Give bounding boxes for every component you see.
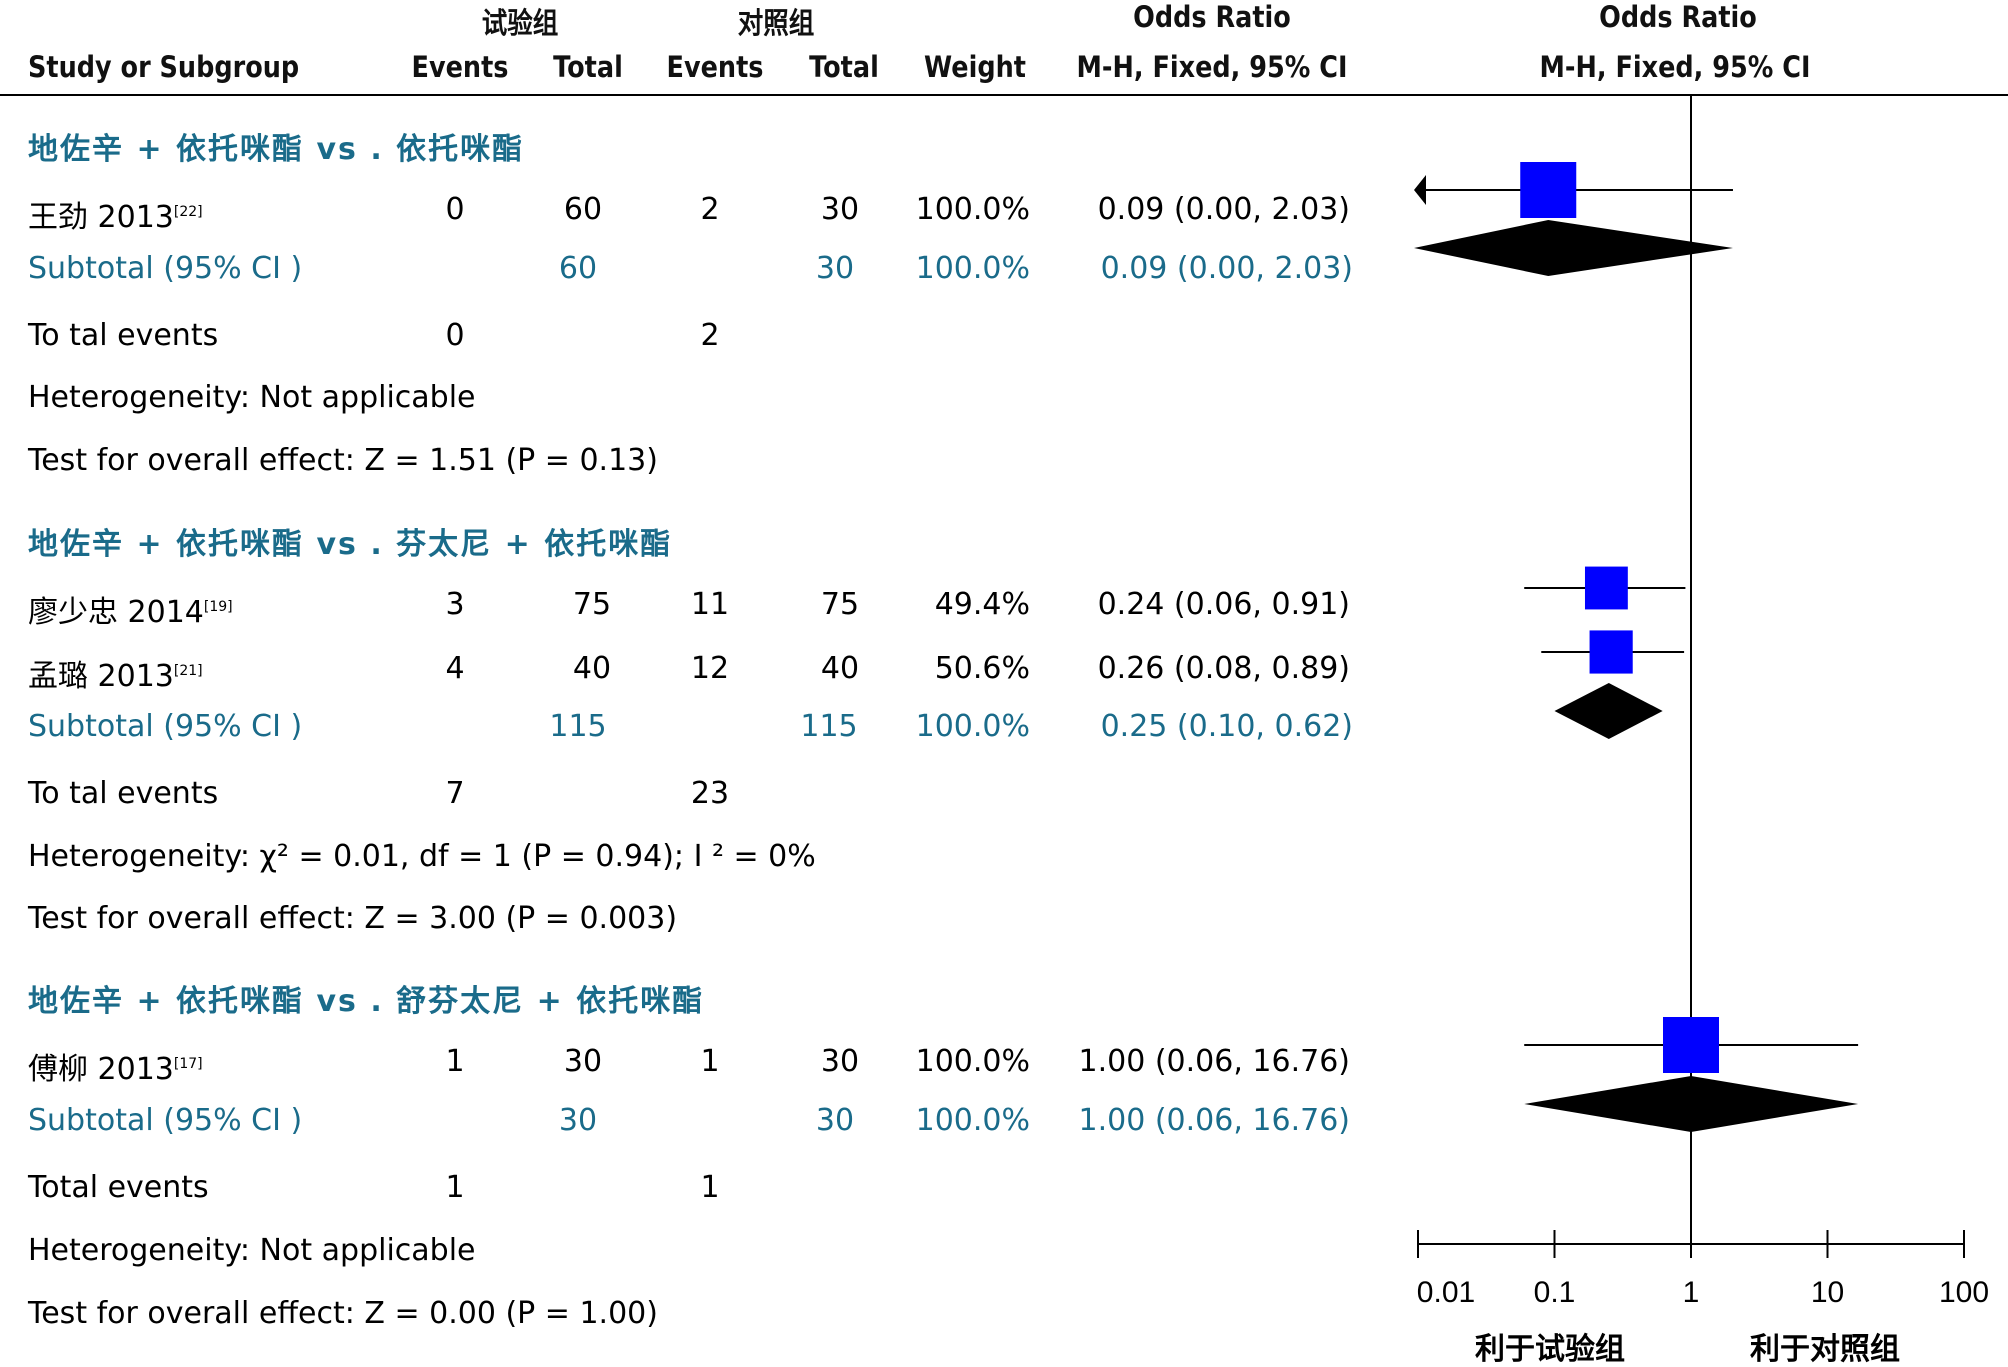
study-label: 孟璐 2013[21] <box>28 659 203 694</box>
study-weight: 49.4% <box>934 587 1030 622</box>
subgroup-title: 地佐辛 + 依托咪酯 vs . 芬太尼 + 依托咪酯 <box>28 527 673 562</box>
study-weight: 100.0% <box>915 1044 1030 1079</box>
study-total-2: 40 <box>820 651 860 686</box>
heterogeneity-text: Heterogeneity: Not applicable <box>28 1233 476 1268</box>
summary-diamond <box>1524 1076 1859 1132</box>
weight-header: Weight <box>924 50 1026 84</box>
or-plot-title: Odds Ratio <box>1599 0 1757 34</box>
ci-truncation-arrow <box>1414 175 1426 205</box>
group1-total-header: Total <box>553 50 623 84</box>
subtotal-weight: 100.0% <box>915 251 1030 286</box>
group1-events-header: Events <box>411 50 509 84</box>
study-col-header: Study or Subgroup <box>28 50 300 84</box>
study-events-2: 1 <box>700 1044 720 1079</box>
total-events-1: 7 <box>445 776 465 811</box>
x-tick-label: 0.01 <box>1417 1276 1475 1309</box>
study-total-1: 75 <box>572 587 612 622</box>
x-tick-label: 0.1 <box>1534 1276 1576 1309</box>
study-or: 0.09 (0.00, 2.03) <box>1097 192 1350 227</box>
study-events-1: 3 <box>445 587 465 622</box>
total-events-1: 0 <box>445 318 465 353</box>
study-ref: [17] <box>173 1056 203 1072</box>
study-events-1: 4 <box>445 651 465 686</box>
study-ref: [22] <box>173 204 203 220</box>
study-label: 王劲 2013[22] <box>28 200 203 235</box>
study-ref: [19] <box>203 599 233 615</box>
subtotal-total-1: 60 <box>558 251 598 286</box>
study-label: 傅柳 2013[17] <box>28 1052 203 1087</box>
subtotal-weight: 100.0% <box>915 1103 1030 1138</box>
or-table-method-header: M-H, Fixed, 95% CI <box>1076 50 1348 84</box>
study-events-2: 11 <box>690 587 730 622</box>
subtotal-label: Subtotal (95% CI ) <box>28 251 303 286</box>
total-events-2: 23 <box>690 776 730 811</box>
overall-effect-text: Test for overall effect: Z = 3.00 (P = 0… <box>28 901 678 936</box>
heterogeneity-text: Heterogeneity: Not applicable <box>28 380 476 415</box>
study-or: 0.26 (0.08, 0.89) <box>1097 651 1350 686</box>
subtotal-label: Subtotal (95% CI ) <box>28 709 303 744</box>
study-total-2: 30 <box>820 192 860 227</box>
total-events-2: 2 <box>700 318 720 353</box>
study-marker <box>1520 162 1577 218</box>
total-events-label: Total events <box>28 1170 209 1205</box>
study-total-2: 30 <box>820 1044 860 1079</box>
group1-header: 试验组 <box>481 6 559 40</box>
subtotal-label: Subtotal (95% CI ) <box>28 1103 303 1138</box>
subgroup-title: 地佐辛 + 依托咪酯 vs . 舒芬太尼 + 依托咪酯 <box>28 984 705 1019</box>
study-total-1: 60 <box>563 192 603 227</box>
subtotal-total-2: 30 <box>815 251 855 286</box>
study-events-2: 12 <box>690 651 730 686</box>
subtotal-total-2: 115 <box>800 709 858 744</box>
subtotal-weight: 100.0% <box>915 709 1030 744</box>
study-marker <box>1663 1017 1719 1073</box>
subtotal-total-1: 30 <box>558 1103 598 1138</box>
study-or: 0.24 (0.06, 0.91) <box>1097 587 1350 622</box>
study-marker <box>1589 630 1633 674</box>
x-tick-label: 10 <box>1811 1276 1844 1309</box>
total-events-2: 1 <box>700 1170 720 1205</box>
group2-events-header: Events <box>666 50 764 84</box>
x-tick-label: 100 <box>1939 1276 1989 1309</box>
study-or: 1.00 (0.06, 16.76) <box>1078 1044 1351 1079</box>
header-rule <box>0 94 2008 96</box>
total-events-label: To tal events <box>28 318 219 353</box>
study-total-2: 75 <box>820 587 860 622</box>
subgroup-title: 地佐辛 + 依托咪酯 vs . 依托咪酯 <box>28 132 525 167</box>
subtotal-total-2: 30 <box>815 1103 855 1138</box>
study-total-1: 40 <box>572 651 612 686</box>
subtotal-or: 0.09 (0.00, 2.03) <box>1100 251 1353 286</box>
favours-left-label: 利于试验组 <box>1475 1332 1625 1367</box>
favours-right-label: 利于对照组 <box>1750 1332 1900 1367</box>
or-table-title: Odds Ratio <box>1133 0 1291 34</box>
heterogeneity-text: Heterogeneity: χ² = 0.01, df = 1 (P = 0.… <box>28 839 816 874</box>
x-tick-label: 1 <box>1683 1276 1700 1309</box>
overall-effect-text: Test for overall effect: Z = 1.51 (P = 0… <box>28 443 658 478</box>
study-weight: 100.0% <box>915 192 1030 227</box>
subtotal-or: 1.00 (0.06, 16.76) <box>1078 1103 1351 1138</box>
group2-total-header: Total <box>809 50 879 84</box>
subtotal-or: 0.25 (0.10, 0.62) <box>1100 709 1353 744</box>
study-ref: [21] <box>173 663 203 679</box>
or-plot-method-header: M-H, Fixed, 95% CI <box>1539 50 1811 84</box>
study-events-1: 0 <box>445 192 465 227</box>
subtotal-total-1: 115 <box>549 709 607 744</box>
overall-effect-text: Test for overall effect: Z = 0.00 (P = 1… <box>28 1296 658 1331</box>
summary-diamond <box>1414 220 1733 276</box>
study-events-1: 1 <box>445 1044 465 1079</box>
study-marker <box>1584 566 1628 610</box>
study-weight: 50.6% <box>934 651 1030 686</box>
study-total-1: 30 <box>563 1044 603 1079</box>
summary-diamond <box>1554 683 1663 739</box>
study-events-2: 2 <box>700 192 720 227</box>
study-label: 廖少忠 2014[19] <box>28 595 233 630</box>
total-events-1: 1 <box>445 1170 465 1205</box>
group2-header: 对照组 <box>737 6 815 40</box>
total-events-label: To tal events <box>28 776 219 811</box>
